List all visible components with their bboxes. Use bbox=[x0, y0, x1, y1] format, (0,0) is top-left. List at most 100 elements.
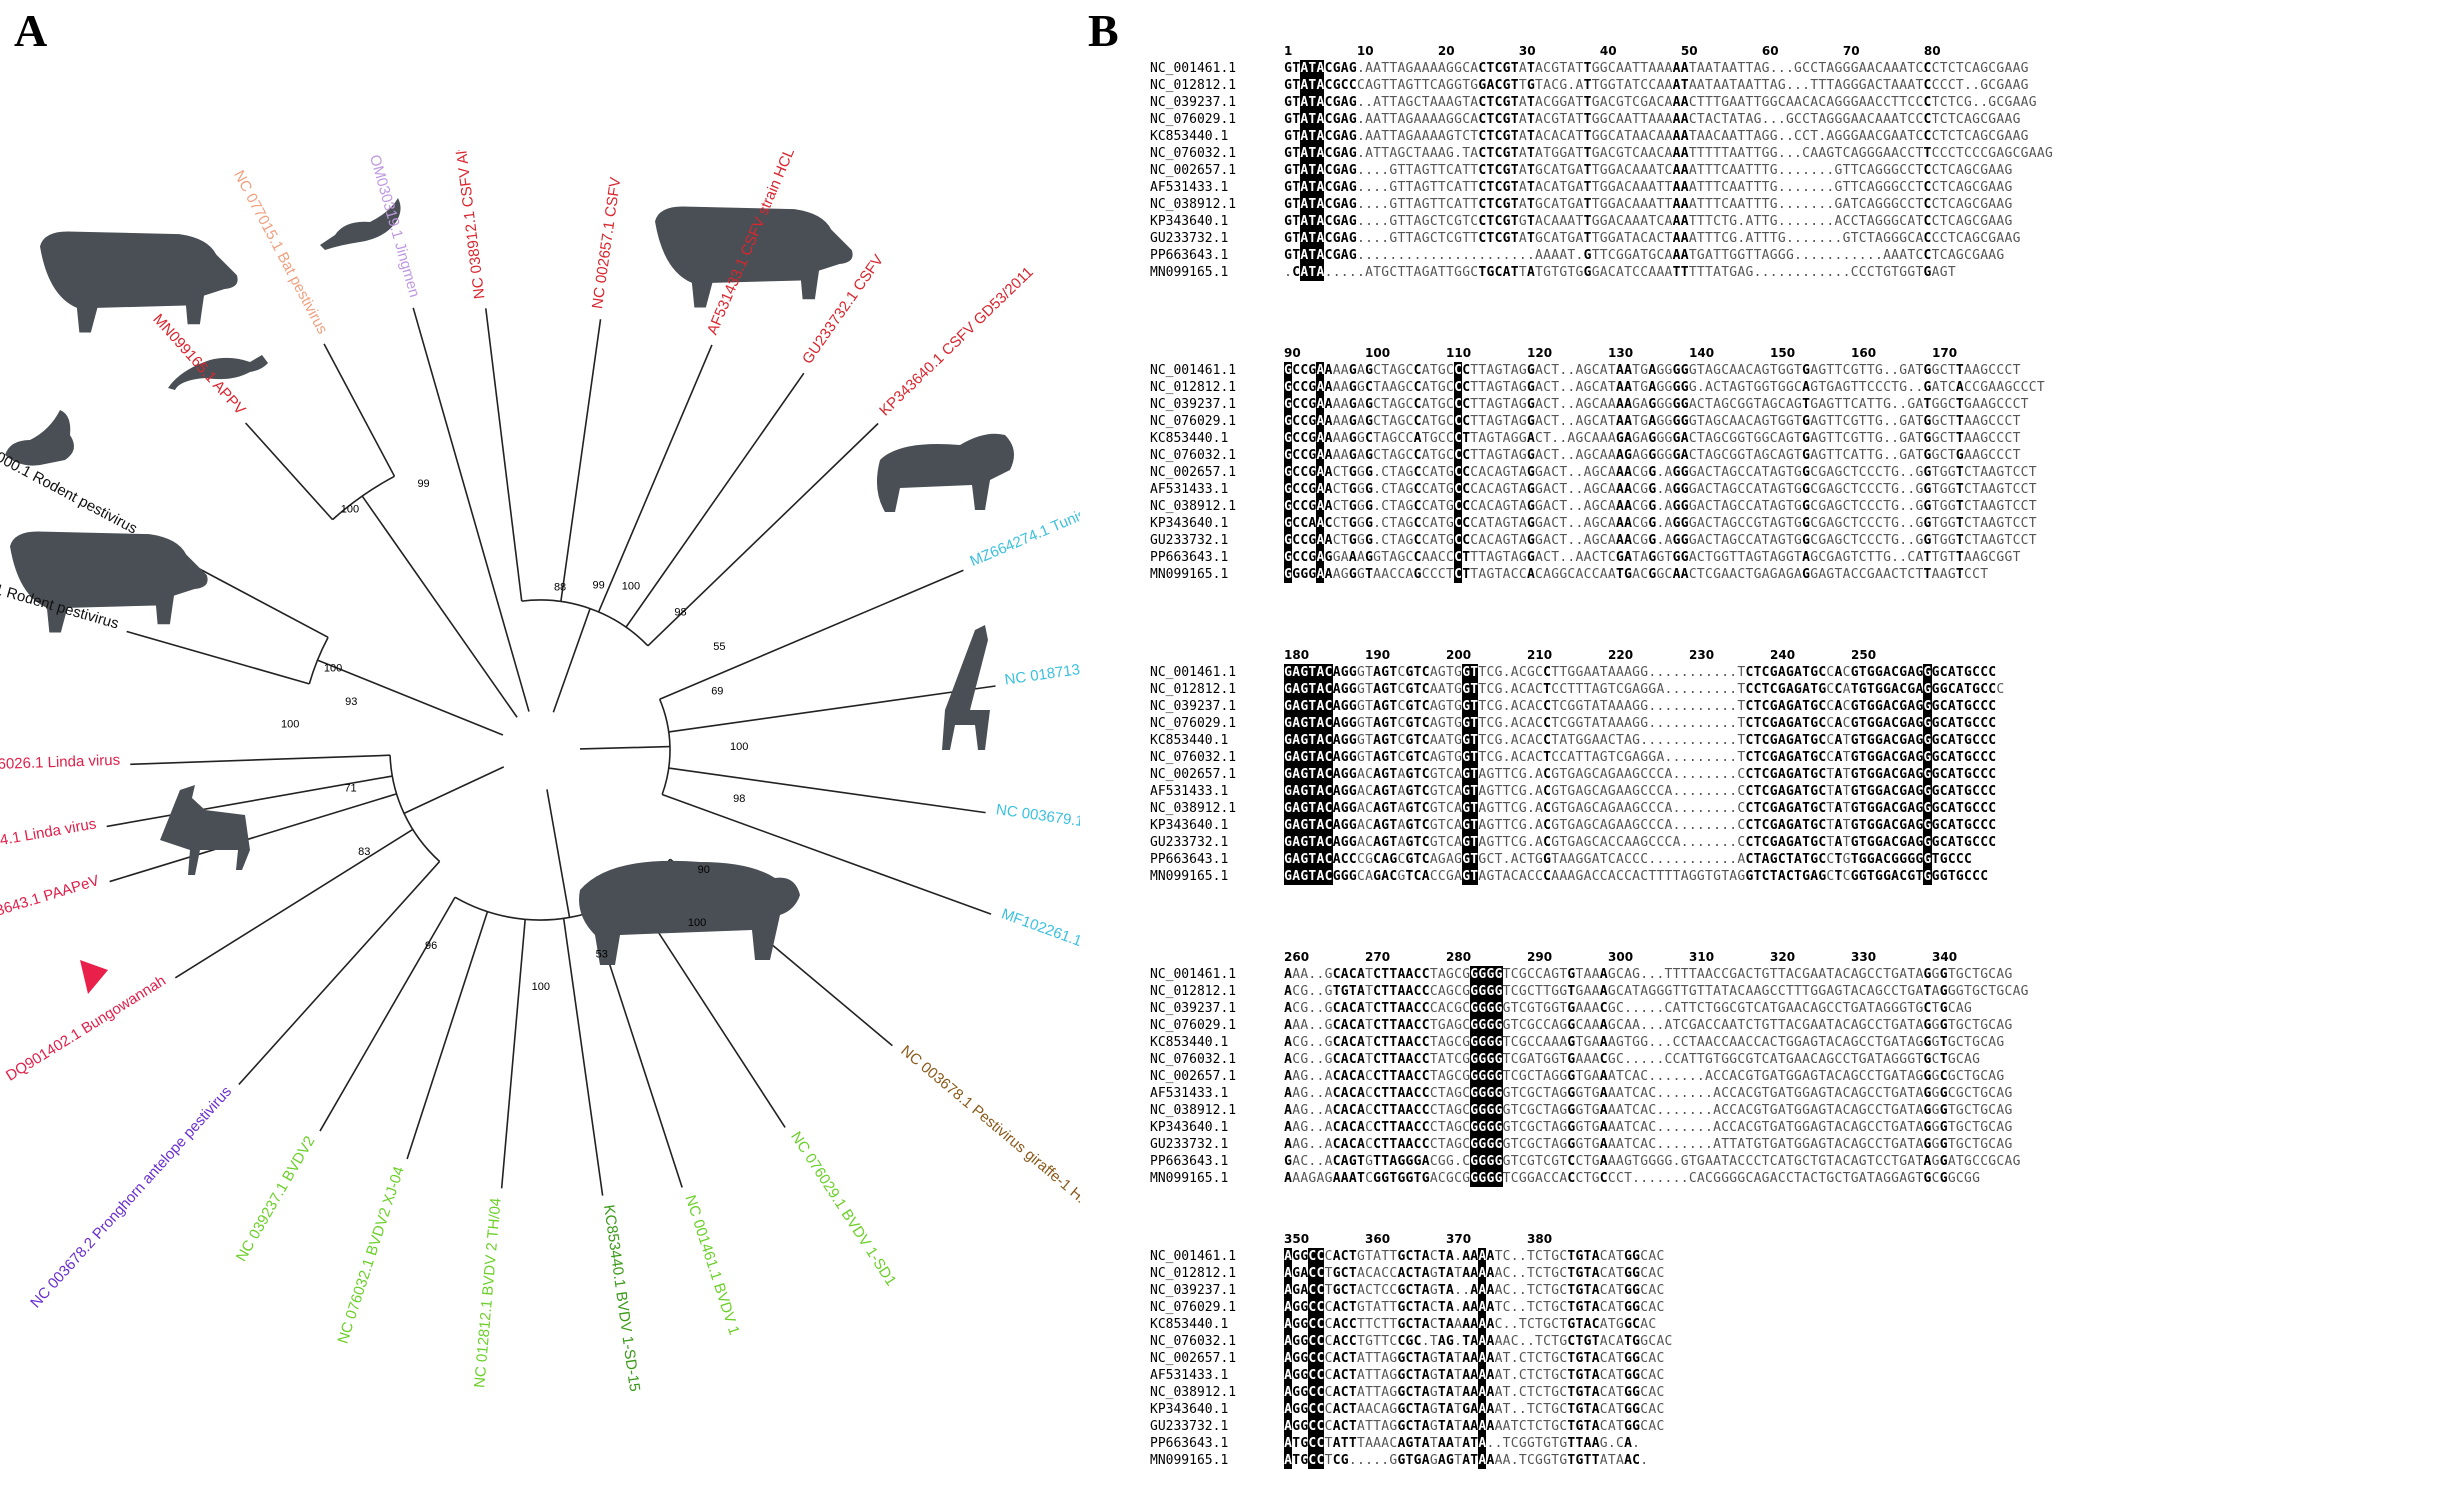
sequence-residues: GAGTACAGGGTAGTCGTCAGTGGTTCG.ACGCCTTGGAAT… bbox=[1284, 664, 1997, 681]
tree-leaf-label: KP343640.1 CSFV GD53/2011 bbox=[876, 264, 1036, 420]
ruler-tick-label: 20 bbox=[1437, 44, 1455, 58]
ruler-tick-label: 310 bbox=[1689, 950, 1715, 964]
sequence-residues: GCCGAGGAAAGGTAGCCAACCCTTTAGTAGGACT..AACT… bbox=[1284, 549, 2021, 566]
sequence-name: NC_076032.1 bbox=[1150, 1052, 1237, 1067]
sequence-residues: GCCGAACTGGG.CTAGCCATGCCCACAGTAGGACT..AGC… bbox=[1284, 498, 2037, 515]
clade-stem-4 bbox=[317, 659, 504, 736]
pig-icon bbox=[40, 231, 238, 333]
ruler-tick-label: 230 bbox=[1689, 648, 1715, 662]
sequence-residues: GAGTACAGGGTAGTCGTCAGTGGTTCG.ACACCTCGGTAT… bbox=[1284, 698, 1997, 715]
tree-leaf-label: NC 003678.2 Pronghorn antelope pestiviru… bbox=[27, 1083, 235, 1311]
sequence-residues: GCCGAACTGGG.CTAGCCATGCCCACAGTAGGACT..AGC… bbox=[1284, 464, 2037, 481]
sequence-residues: AGACCTGCTACACCACTAGTATAAAAAC..TCTGCTGTAC… bbox=[1284, 1265, 1665, 1282]
ruler-tick-label: 260 bbox=[1284, 950, 1310, 964]
sequence-residues: GAGTACAGGACAGTAGTCGTCAGTAGTTCG.ACGTGAGCA… bbox=[1284, 766, 1997, 783]
clade-stem-5 bbox=[361, 495, 518, 718]
tree-branches bbox=[106, 307, 996, 1196]
sequence-name: NC_002657.1 bbox=[1150, 1069, 1237, 1084]
leaf-branch-6 bbox=[668, 685, 996, 733]
tree-leaf-label: NC 018713.1 Pestivirus strain Aydin/04-T… bbox=[1004, 632, 1080, 689]
ruler-tick-label: 360 bbox=[1365, 1232, 1391, 1246]
sequence-residues: GAGTACAGGACAGTAGTCGTCAGTAGTTCG.ACGTGAGCA… bbox=[1284, 800, 1997, 817]
sequence-residues: AGGCCCACTAACAGGCTAGTATGAAAAT..TCTGCTGTAC… bbox=[1284, 1401, 1665, 1418]
sequence-residues: GAGTACAGGGTAGTCGTCAGTGGTTCG.ACACTCCATTAG… bbox=[1284, 749, 1997, 766]
sequence-residues: AAG..ACACACCTTAACCCTAGCGGGGGTCGCTAGGGTGA… bbox=[1284, 1102, 2013, 1119]
sequence-name: NC_002657.1 bbox=[1150, 163, 1237, 178]
sequence-name: NC_039237.1 bbox=[1150, 1283, 1237, 1298]
sequence-name: GU233732.1 bbox=[1150, 231, 1229, 246]
sequence-residues: GTATACGAG.AATTAGAAAAGTCTCTCGTATACACATTGG… bbox=[1284, 128, 2029, 145]
leaf-branch-8 bbox=[661, 793, 992, 915]
sequence-name: NC_038912.1 bbox=[1150, 801, 1237, 816]
sequence-name: GU233732.1 bbox=[1150, 1419, 1229, 1434]
rat-icon bbox=[320, 198, 401, 250]
sequence-residues: AGGCCCACCTGTTCCGC.TAG.TAAAAAC..TCTGCTGTA… bbox=[1284, 1333, 1673, 1350]
panel-b-label: B bbox=[1088, 5, 1119, 56]
ruler-tick-label: 180 bbox=[1284, 648, 1310, 662]
sequence-name: NC_012812.1 bbox=[1150, 380, 1237, 395]
sequence-residues: GAGTACAGGACAGTAGTCGTCAGTAGTTCG.ACGTGAGCA… bbox=[1284, 834, 1997, 851]
ruler-tick-label: 150 bbox=[1770, 346, 1796, 360]
sequence-residues: AAG..ACACACCTTAACCCTAGCGGGGGTCGCTAGGGTGA… bbox=[1284, 1136, 2013, 1153]
bat-icon bbox=[168, 355, 268, 390]
tree-leaf-labels: NC 038912.1 CSFV Alfort/187 NC 002657.1 C… bbox=[0, 150, 1080, 1393]
sequence-name: KP343640.1 bbox=[1150, 516, 1229, 531]
sequence-name: MN099165.1 bbox=[1150, 567, 1229, 582]
sequence-name: NC_076029.1 bbox=[1150, 716, 1237, 731]
leaf-branch-3 bbox=[625, 372, 805, 628]
leaf-branch-24 bbox=[323, 343, 396, 477]
sequence-residues: ACG..GTGTATCTTAACCCAGCGGGGGTCGCTTGGTGAAA… bbox=[1284, 983, 2029, 1000]
sequence-name: NC_012812.1 bbox=[1150, 682, 1237, 697]
sequence-name: PP663643.1 bbox=[1150, 248, 1229, 263]
ruler-tick-label: 300 bbox=[1608, 950, 1634, 964]
bootstrap-value: 100 bbox=[281, 718, 299, 730]
ruler-tick-label: 120 bbox=[1527, 346, 1553, 360]
sequence-name: MN099165.1 bbox=[1150, 1171, 1229, 1186]
sequence-residues: AAG..ACACACCTTAACCCTAGCGGGGGTCGCTAGGGTGA… bbox=[1284, 1085, 2013, 1102]
panel-a-label: A bbox=[14, 5, 48, 56]
sequence-residues: GAC..ACAGTGTTAGGGACGG.CGGGGGTCGTCGTCCTGA… bbox=[1284, 1153, 2021, 1170]
ruler-tick-label: 370 bbox=[1446, 1232, 1472, 1246]
sequence-name: NC_002657.1 bbox=[1150, 465, 1237, 480]
bootstrap-value: 99 bbox=[593, 579, 605, 591]
ruler-tick-label: 100 bbox=[1365, 346, 1391, 360]
bootstrap-value: 88 bbox=[554, 582, 566, 594]
ruler-tick-label: 330 bbox=[1851, 950, 1877, 964]
bootstrap-value: 83 bbox=[358, 846, 370, 858]
bootstrap-value: 69 bbox=[711, 685, 723, 697]
sequence-residues: GAGTACAGGGTAGTCGTCAATGGTTCG.ACACTCCTTTAG… bbox=[1284, 681, 2005, 698]
tree-leaf-label: NC 077015.1 Bat pestivirus bbox=[230, 168, 331, 337]
ruler-tick-label: 380 bbox=[1527, 1232, 1553, 1246]
sequence-name: NC_001461.1 bbox=[1150, 61, 1237, 76]
sequence-residues: GCCGAAAAGAGCTAGCCATGCCCTTAGTAGGACT..AGCA… bbox=[1284, 362, 2021, 379]
sequence-name: NC_001461.1 bbox=[1150, 1249, 1237, 1264]
tree-leaf-label: MF102261.1 BDV isolate R9336/11 bbox=[999, 905, 1080, 1001]
leaf-branch-7 bbox=[668, 767, 986, 814]
clade-stem-0 bbox=[552, 608, 591, 713]
sequence-residues: AGGCCCACTATTAGGCTAGTATAAAAAT.CTCTGCTGTAC… bbox=[1284, 1367, 1665, 1384]
sequence-residues: GAGTACAGGGTAGTCGTCAGTGGTTCG.ACACCTCGGTAT… bbox=[1284, 715, 1997, 732]
sequence-residues: AGGCCCACTGTATTGCTACTA.AAAATC..TCTGCTGTAC… bbox=[1284, 1299, 1665, 1316]
ruler-tick-label: 320 bbox=[1770, 950, 1796, 964]
sequence-residues: GTATACGAG.ATTAGCTAAAG.TACTCGTATATGGATTGA… bbox=[1284, 145, 2053, 162]
sequence-name: NC_076032.1 bbox=[1150, 1334, 1237, 1349]
sequence-name: NC_038912.1 bbox=[1150, 1103, 1237, 1118]
clade-arc-3 bbox=[389, 755, 441, 863]
sequence-name: AF531433.1 bbox=[1150, 482, 1229, 497]
sequence-residues: AGGCCCACTATTAGGCTAGTATAAAAAT.CTCTGCTGTAC… bbox=[1284, 1384, 1665, 1401]
sequence-residues: AGGCCCACTGTATTGCTACTA.AAAATC..TCTGCTGTAC… bbox=[1284, 1248, 1665, 1265]
bootstrap-value: 55 bbox=[713, 641, 725, 653]
sequence-residues: ATGCCTATTTAAACAGTATAATATA..TCGGTGTGTTAAG… bbox=[1284, 1435, 1640, 1452]
bootstrap-value: 100 bbox=[532, 981, 550, 993]
sequence-name: NC_001461.1 bbox=[1150, 665, 1237, 680]
bootstrap-value: 100 bbox=[730, 741, 748, 753]
clade-arc-1 bbox=[658, 698, 671, 795]
sequence-residues: GAGTACACCCGCAGCGTCAGAGGTGCT.ACTGGTAAGGAT… bbox=[1284, 851, 1972, 868]
ruler-tick-label: 270 bbox=[1365, 950, 1391, 964]
sequence-residues: GTATACGAG....GTTAGTTCATTCTCGTATGCATGATTG… bbox=[1284, 162, 2013, 179]
sequence-name: NC_001461.1 bbox=[1150, 967, 1237, 982]
ruler-tick-label: 220 bbox=[1608, 648, 1634, 662]
tree-leaf-label: NC 076029.1 BVDV 1-SD1 bbox=[787, 1129, 899, 1289]
rodent-icon bbox=[5, 410, 74, 466]
clade-arc-0 bbox=[521, 599, 649, 647]
